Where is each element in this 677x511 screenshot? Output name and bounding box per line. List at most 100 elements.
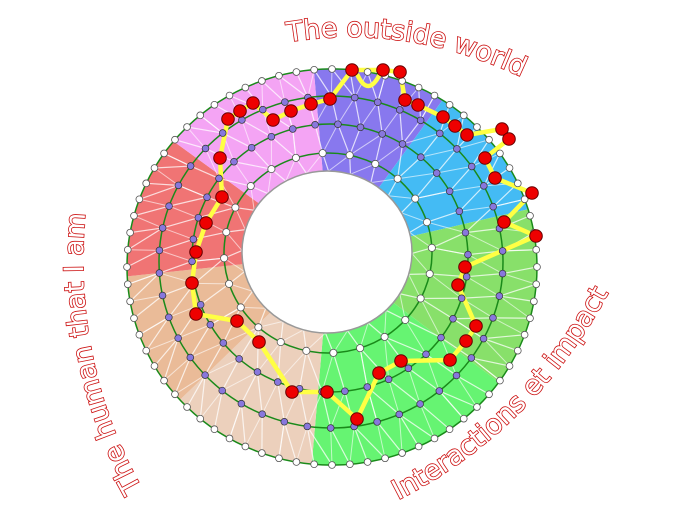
- mesh-node: [398, 140, 407, 148]
- mesh-node: [381, 454, 389, 463]
- mesh-node: [498, 247, 507, 255]
- mesh-edge: [420, 297, 454, 320]
- mesh-edge: [456, 139, 490, 150]
- mesh-node: [473, 123, 481, 131]
- mesh-edge: [162, 217, 199, 229]
- mesh-edge: [381, 109, 401, 135]
- path-node: [189, 307, 203, 321]
- mesh-edge: [384, 336, 427, 355]
- mesh-node: [373, 98, 382, 106]
- mesh-node: [473, 403, 481, 411]
- mesh-node: [237, 399, 246, 408]
- mesh-node: [416, 116, 425, 125]
- mesh-node: [489, 314, 497, 322]
- mesh-edge: [240, 403, 246, 447]
- mesh-node: [183, 123, 191, 131]
- path-node: [497, 215, 511, 229]
- mesh-node: [345, 151, 354, 160]
- mesh-edge: [374, 133, 383, 165]
- mesh-edge: [225, 231, 243, 251]
- mesh-node: [427, 243, 436, 252]
- mesh-node: [464, 250, 472, 259]
- mesh-node: [311, 121, 319, 129]
- mesh-edge: [360, 101, 379, 128]
- mesh-node: [292, 68, 301, 76]
- mesh-edge: [449, 166, 473, 192]
- mesh-edge: [186, 374, 206, 408]
- mesh-node: [231, 203, 240, 212]
- path-node: [323, 92, 337, 106]
- mesh-node: [436, 129, 444, 138]
- mesh-edge: [133, 205, 170, 217]
- mesh-edge: [404, 319, 427, 355]
- mesh-node: [247, 143, 256, 152]
- mesh-node: [416, 294, 425, 303]
- mesh-node: [398, 449, 406, 457]
- mesh-edge: [292, 128, 297, 158]
- mesh-node: [275, 71, 283, 80]
- mesh-edge: [234, 207, 246, 230]
- mesh-node: [218, 129, 227, 137]
- mesh-edge: [407, 368, 421, 405]
- path-node: [246, 96, 260, 110]
- mesh-node: [526, 314, 534, 323]
- mesh-node: [135, 330, 144, 339]
- path-node: [185, 276, 199, 290]
- mesh-node: [417, 153, 425, 161]
- path-node: [529, 229, 543, 243]
- path-node: [233, 104, 247, 118]
- path-node: [394, 354, 408, 368]
- mesh-node: [171, 135, 179, 144]
- mesh-node: [275, 454, 283, 463]
- path-node: [495, 122, 509, 136]
- mesh-edge: [241, 119, 272, 138]
- mesh-node: [350, 93, 359, 102]
- mesh-node: [401, 315, 410, 324]
- mesh-node: [462, 272, 471, 281]
- mesh-node: [384, 375, 393, 384]
- mesh-edge: [409, 232, 433, 249]
- mesh-node: [215, 174, 223, 183]
- path-node: [460, 128, 474, 142]
- mesh-edge: [449, 185, 484, 192]
- mesh-edge: [221, 358, 240, 391]
- mesh-node: [445, 425, 454, 433]
- mesh-edge: [330, 391, 346, 429]
- mesh-node: [254, 323, 263, 332]
- path-node: [469, 319, 483, 333]
- mesh-edge: [466, 273, 503, 278]
- mesh-edge: [139, 184, 179, 200]
- path-node: [398, 93, 412, 107]
- mesh-node: [480, 182, 488, 190]
- mesh-node: [430, 434, 439, 443]
- mesh-edge: [398, 413, 435, 439]
- mesh-edge: [223, 326, 259, 344]
- mesh-edge: [465, 227, 500, 234]
- mesh-edge: [426, 221, 466, 234]
- mesh-node: [186, 353, 195, 362]
- mesh-edge: [328, 154, 350, 172]
- mesh-edge: [376, 421, 386, 459]
- mesh-node: [430, 91, 439, 100]
- mesh-node: [453, 145, 461, 153]
- mesh-edge: [154, 167, 179, 186]
- path-node: [436, 110, 450, 124]
- mesh-edge: [436, 148, 458, 174]
- mesh-node: [467, 354, 476, 362]
- mesh-node: [489, 202, 497, 211]
- mesh-node: [174, 181, 183, 190]
- mesh-edge: [163, 337, 179, 381]
- mesh-edge: [349, 133, 383, 156]
- path-node: [304, 97, 318, 111]
- mesh-edge: [168, 205, 199, 219]
- path-node: [221, 112, 235, 126]
- mesh-node: [356, 123, 365, 132]
- mesh-edge: [146, 182, 179, 186]
- mesh-node: [363, 458, 372, 466]
- mesh-edge: [177, 324, 211, 339]
- mesh-node: [130, 211, 138, 220]
- mesh-node: [496, 149, 504, 158]
- mesh-node: [222, 228, 231, 237]
- mesh-node: [258, 77, 266, 85]
- mesh-edge: [267, 169, 272, 194]
